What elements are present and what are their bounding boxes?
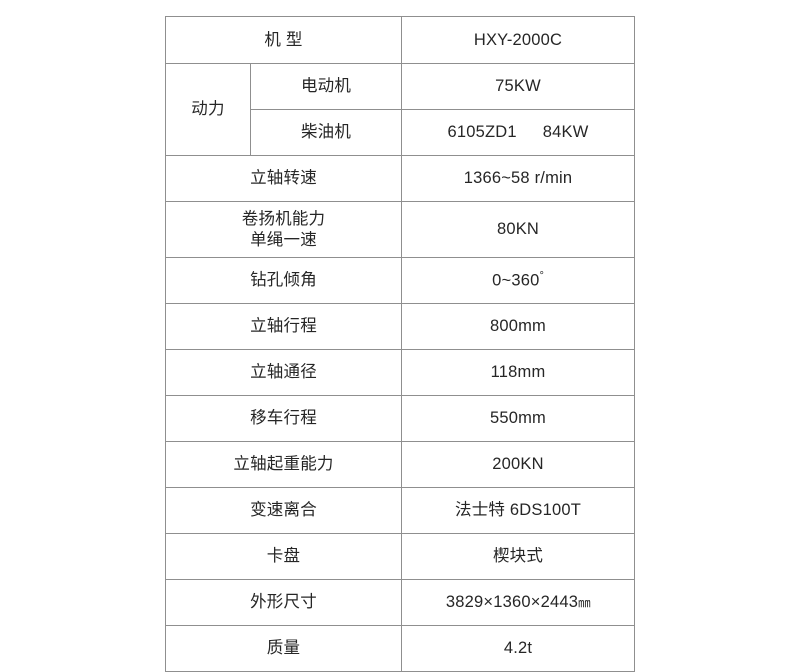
table-row: 钻孔倾角 0~360° <box>165 257 635 304</box>
row-label-drilling-angle: 钻孔倾角 <box>165 257 402 304</box>
table-row: 移车行程 550mm <box>165 395 635 442</box>
row-label-spindle-lifting-capacity: 立轴起重能力 <box>165 441 402 488</box>
row-value-chuck: 楔块式 <box>401 533 635 580</box>
diesel-model-text: 6105ZD1 <box>447 123 517 142</box>
row-label-winch-capacity: 卷扬机能力 单绳一速 <box>165 201 402 258</box>
table-row: 外形尺寸 3829×1360×2443㎜ <box>165 579 635 626</box>
table-row: 柴油机 6105ZD1 84KW <box>166 109 635 156</box>
row-value-power-diesel: 6105ZD1 84KW <box>401 109 635 156</box>
row-value-spindle-speed: 1366~58 r/min <box>401 155 635 202</box>
table-row: 卡盘 楔块式 <box>165 533 635 580</box>
row-value-weight: 4.2t <box>401 625 635 672</box>
diesel-power-text: 84KW <box>542 123 589 142</box>
overall-dimensions-unit: ㎜ <box>578 596 591 611</box>
table-row: 机 型 HXY-2000C <box>165 16 635 64</box>
table-row: 动力 电动机 75KW <box>165 63 635 156</box>
row-value-overall-dimensions: 3829×1360×2443㎜ <box>401 579 635 626</box>
row-value-spindle-bore: 118mm <box>401 349 635 396</box>
row-label-spindle-bore: 立轴通径 <box>165 349 402 396</box>
row-group-power: 动力 <box>165 63 251 156</box>
row-label-power-electric: 电动机 <box>250 63 402 110</box>
table-row: 立轴起重能力 200KN <box>165 441 635 488</box>
spec-table-container: 机 型 HXY-2000C 动力 电动机 75KW 柴油机 6105ZD1 84K… <box>165 16 635 672</box>
specification-table-body: 机 型 HXY-2000C 动力 电动机 75KW 柴油机 6105ZD1 84K… <box>165 16 635 672</box>
table-row: 变速离合 法士特 6DS100T <box>165 487 635 534</box>
row-value-spindle-stroke: 800mm <box>401 303 635 350</box>
row-value-winch-capacity: 80KN <box>401 201 635 258</box>
row-value-power-electric: 75KW <box>401 63 635 110</box>
row-value-carriage-travel: 550mm <box>401 395 635 442</box>
table-row: 卷扬机能力 单绳一速 80KN <box>165 201 635 258</box>
winch-label-line-1: 卷扬机能力 <box>241 209 326 228</box>
row-value-drilling-angle: 0~360° <box>401 257 635 304</box>
table-row: 立轴行程 800mm <box>165 303 635 350</box>
row-label-power-diesel: 柴油机 <box>250 109 402 156</box>
table-row: 立轴通径 118mm <box>165 349 635 396</box>
row-label-spindle-stroke: 立轴行程 <box>165 303 402 350</box>
row-label-gearbox-clutch: 变速离合 <box>165 487 402 534</box>
overall-dimensions-number: 3829×1360×2443 <box>445 593 579 612</box>
row-label-spindle-speed: 立轴转速 <box>165 155 402 202</box>
specification-table: 机 型 HXY-2000C 动力 电动机 75KW 柴油机 6105ZD1 84K… <box>165 16 635 672</box>
row-value-gearbox-clutch: 法士特 6DS100T <box>401 487 635 534</box>
drilling-angle-number: 0~360 <box>492 271 540 290</box>
table-row: 立轴转速 1366~58 r/min <box>165 155 635 202</box>
row-label-chuck: 卡盘 <box>165 533 402 580</box>
row-label-weight: 质量 <box>165 625 402 672</box>
row-value-spindle-lifting-capacity: 200KN <box>401 441 635 488</box>
table-row: 质量 4.2t <box>165 625 635 672</box>
row-value-model: HXY-2000C <box>401 16 635 64</box>
degree-symbol: ° <box>539 270 544 283</box>
row-label-model: 机 型 <box>165 16 402 64</box>
row-label-overall-dimensions: 外形尺寸 <box>165 579 402 626</box>
winch-label-line-2: 单绳一速 <box>250 230 317 249</box>
row-label-carriage-travel: 移车行程 <box>165 395 402 442</box>
